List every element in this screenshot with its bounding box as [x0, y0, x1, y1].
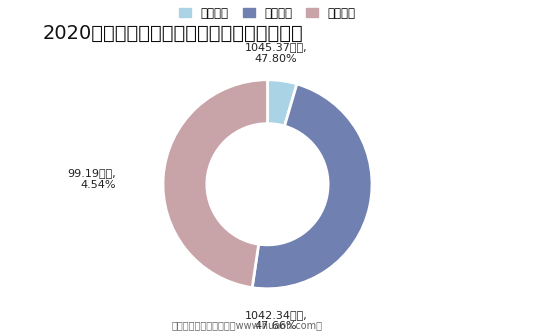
Text: 99.19亿元,
4.54%: 99.19亿元, 4.54% — [67, 168, 116, 190]
Wedge shape — [268, 80, 297, 126]
Text: 1042.34亿元,
47.66%: 1042.34亿元, 47.66% — [244, 310, 307, 331]
Wedge shape — [252, 84, 372, 289]
Text: 制图：华经产业研究院（www.huaon.com）: 制图：华经产业研究院（www.huaon.com） — [171, 320, 322, 330]
Text: 1045.37亿元,
47.80%: 1045.37亿元, 47.80% — [244, 43, 307, 64]
Wedge shape — [163, 80, 268, 288]
Legend: 第一产业, 第二产业, 第三产业: 第一产业, 第二产业, 第三产业 — [175, 2, 360, 24]
Text: 2020年马鞍山市地区生产总值产业结构占比图: 2020年马鞍山市地区生产总值产业结构占比图 — [43, 23, 303, 43]
